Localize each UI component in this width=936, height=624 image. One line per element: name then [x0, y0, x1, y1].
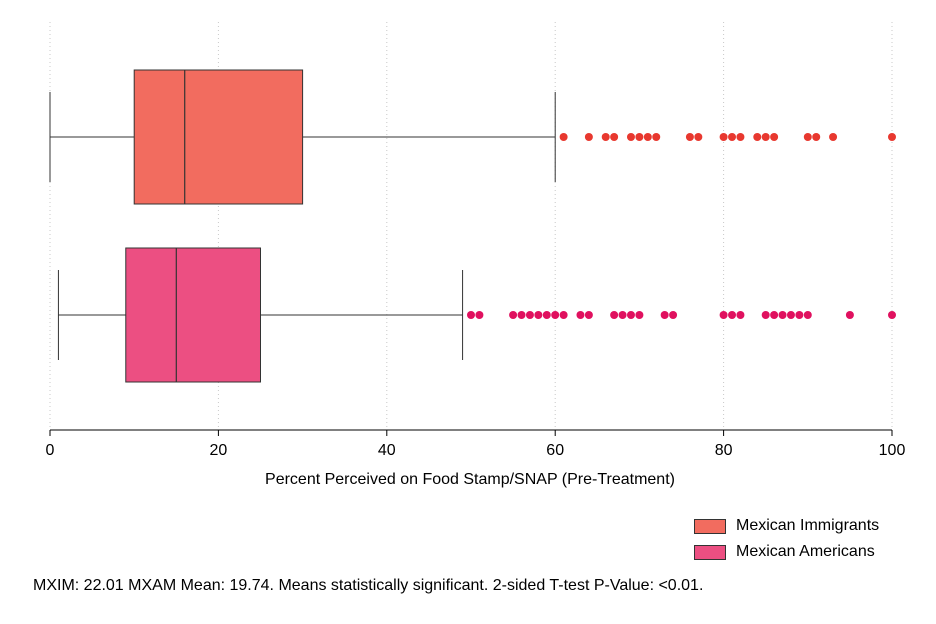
outlier-americans-0 — [467, 311, 475, 319]
outlier-americans-3 — [517, 311, 526, 319]
outlier-immigrants-7 — [652, 133, 661, 141]
outlier-americans-10 — [584, 311, 593, 319]
outlier-americans-11 — [610, 311, 619, 319]
x-tick-label-80: 80 — [715, 442, 733, 459]
outlier-immigrants-14 — [761, 133, 770, 141]
x-tick-label-40: 40 — [378, 442, 396, 459]
box-immigrants — [49, 69, 896, 205]
outlier-americans-7 — [551, 311, 560, 319]
outlier-americans-16 — [669, 311, 678, 319]
x-tick-label-60: 60 — [546, 442, 564, 459]
outlier-americans-26 — [845, 311, 854, 319]
outlier-americans-15 — [660, 311, 669, 319]
outlier-americans-23 — [786, 311, 795, 319]
legend-swatch-immigrants — [694, 518, 726, 534]
x-tick-label-100: 100 — [879, 442, 906, 459]
outlier-americans-19 — [736, 311, 745, 319]
legend-label-immigrants: Mexican Immigrants — [736, 517, 880, 534]
outlier-immigrants-18 — [829, 133, 838, 141]
outlier-immigrants-10 — [719, 133, 728, 141]
outlier-americans-14 — [635, 311, 644, 319]
outlier-americans-8 — [559, 311, 568, 319]
outlier-americans-13 — [626, 311, 635, 319]
outlier-americans-17 — [719, 311, 728, 319]
outlier-immigrants-6 — [643, 133, 652, 141]
outlier-immigrants-11 — [728, 133, 737, 141]
outlier-americans-22 — [778, 311, 787, 319]
box-layer — [49, 69, 896, 383]
outlier-americans-21 — [770, 311, 779, 319]
outlier-americans-2 — [509, 311, 518, 319]
x-axis: 0 20 40 60 80 100 — [46, 429, 906, 459]
outlier-americans-5 — [534, 311, 543, 319]
outlier-immigrants-17 — [812, 133, 821, 141]
legend: Mexican Immigrants Mexican Americans — [694, 513, 879, 565]
outlier-immigrants-16 — [803, 133, 812, 141]
legend-item-americans: Mexican Americans — [694, 539, 879, 565]
outlier-immigrants-5 — [635, 133, 644, 141]
legend-item-immigrants: Mexican Immigrants — [694, 513, 879, 539]
outlier-immigrants-15 — [770, 133, 779, 141]
iqr-box-immigrants — [133, 69, 304, 205]
iqr-box-americans — [125, 247, 261, 383]
outlier-americans-1 — [475, 311, 484, 319]
outlier-immigrants-2 — [601, 133, 610, 141]
x-tick-label-0: 0 — [46, 442, 55, 459]
outlier-immigrants-1 — [584, 133, 593, 141]
outlier-immigrants-4 — [626, 133, 635, 141]
x-tick-label-20: 20 — [210, 442, 228, 459]
outlier-americans-12 — [618, 311, 627, 319]
legend-swatch-americans — [694, 544, 726, 560]
outlier-americans-4 — [525, 311, 534, 319]
outlier-americans-20 — [761, 311, 770, 319]
boxplot-chart: 0 20 40 60 80 100 Percent Perceived on Food S… — [46, 22, 906, 488]
footnote: MXIM: 22.01 MXAM Mean: 19.74. Means stat… — [33, 577, 704, 594]
outlier-americans-18 — [728, 311, 737, 319]
outlier-americans-27 — [888, 311, 896, 319]
outlier-americans-25 — [803, 311, 812, 319]
outlier-americans-9 — [576, 311, 585, 319]
outlier-immigrants-12 — [736, 133, 745, 141]
outlier-americans-6 — [542, 311, 551, 319]
box-americans — [57, 247, 896, 383]
outlier-americans-24 — [795, 311, 804, 319]
outlier-immigrants-0 — [559, 133, 568, 141]
outlier-immigrants-3 — [610, 133, 619, 141]
outlier-immigrants-8 — [685, 133, 694, 141]
x-axis-title: Percent Perceived on Food Stamp/SNAP (Pr… — [265, 471, 675, 488]
outlier-immigrants-19 — [888, 133, 896, 141]
legend-label-americans: Mexican Americans — [736, 543, 875, 560]
outlier-immigrants-13 — [753, 133, 762, 141]
outlier-immigrants-9 — [694, 133, 703, 141]
